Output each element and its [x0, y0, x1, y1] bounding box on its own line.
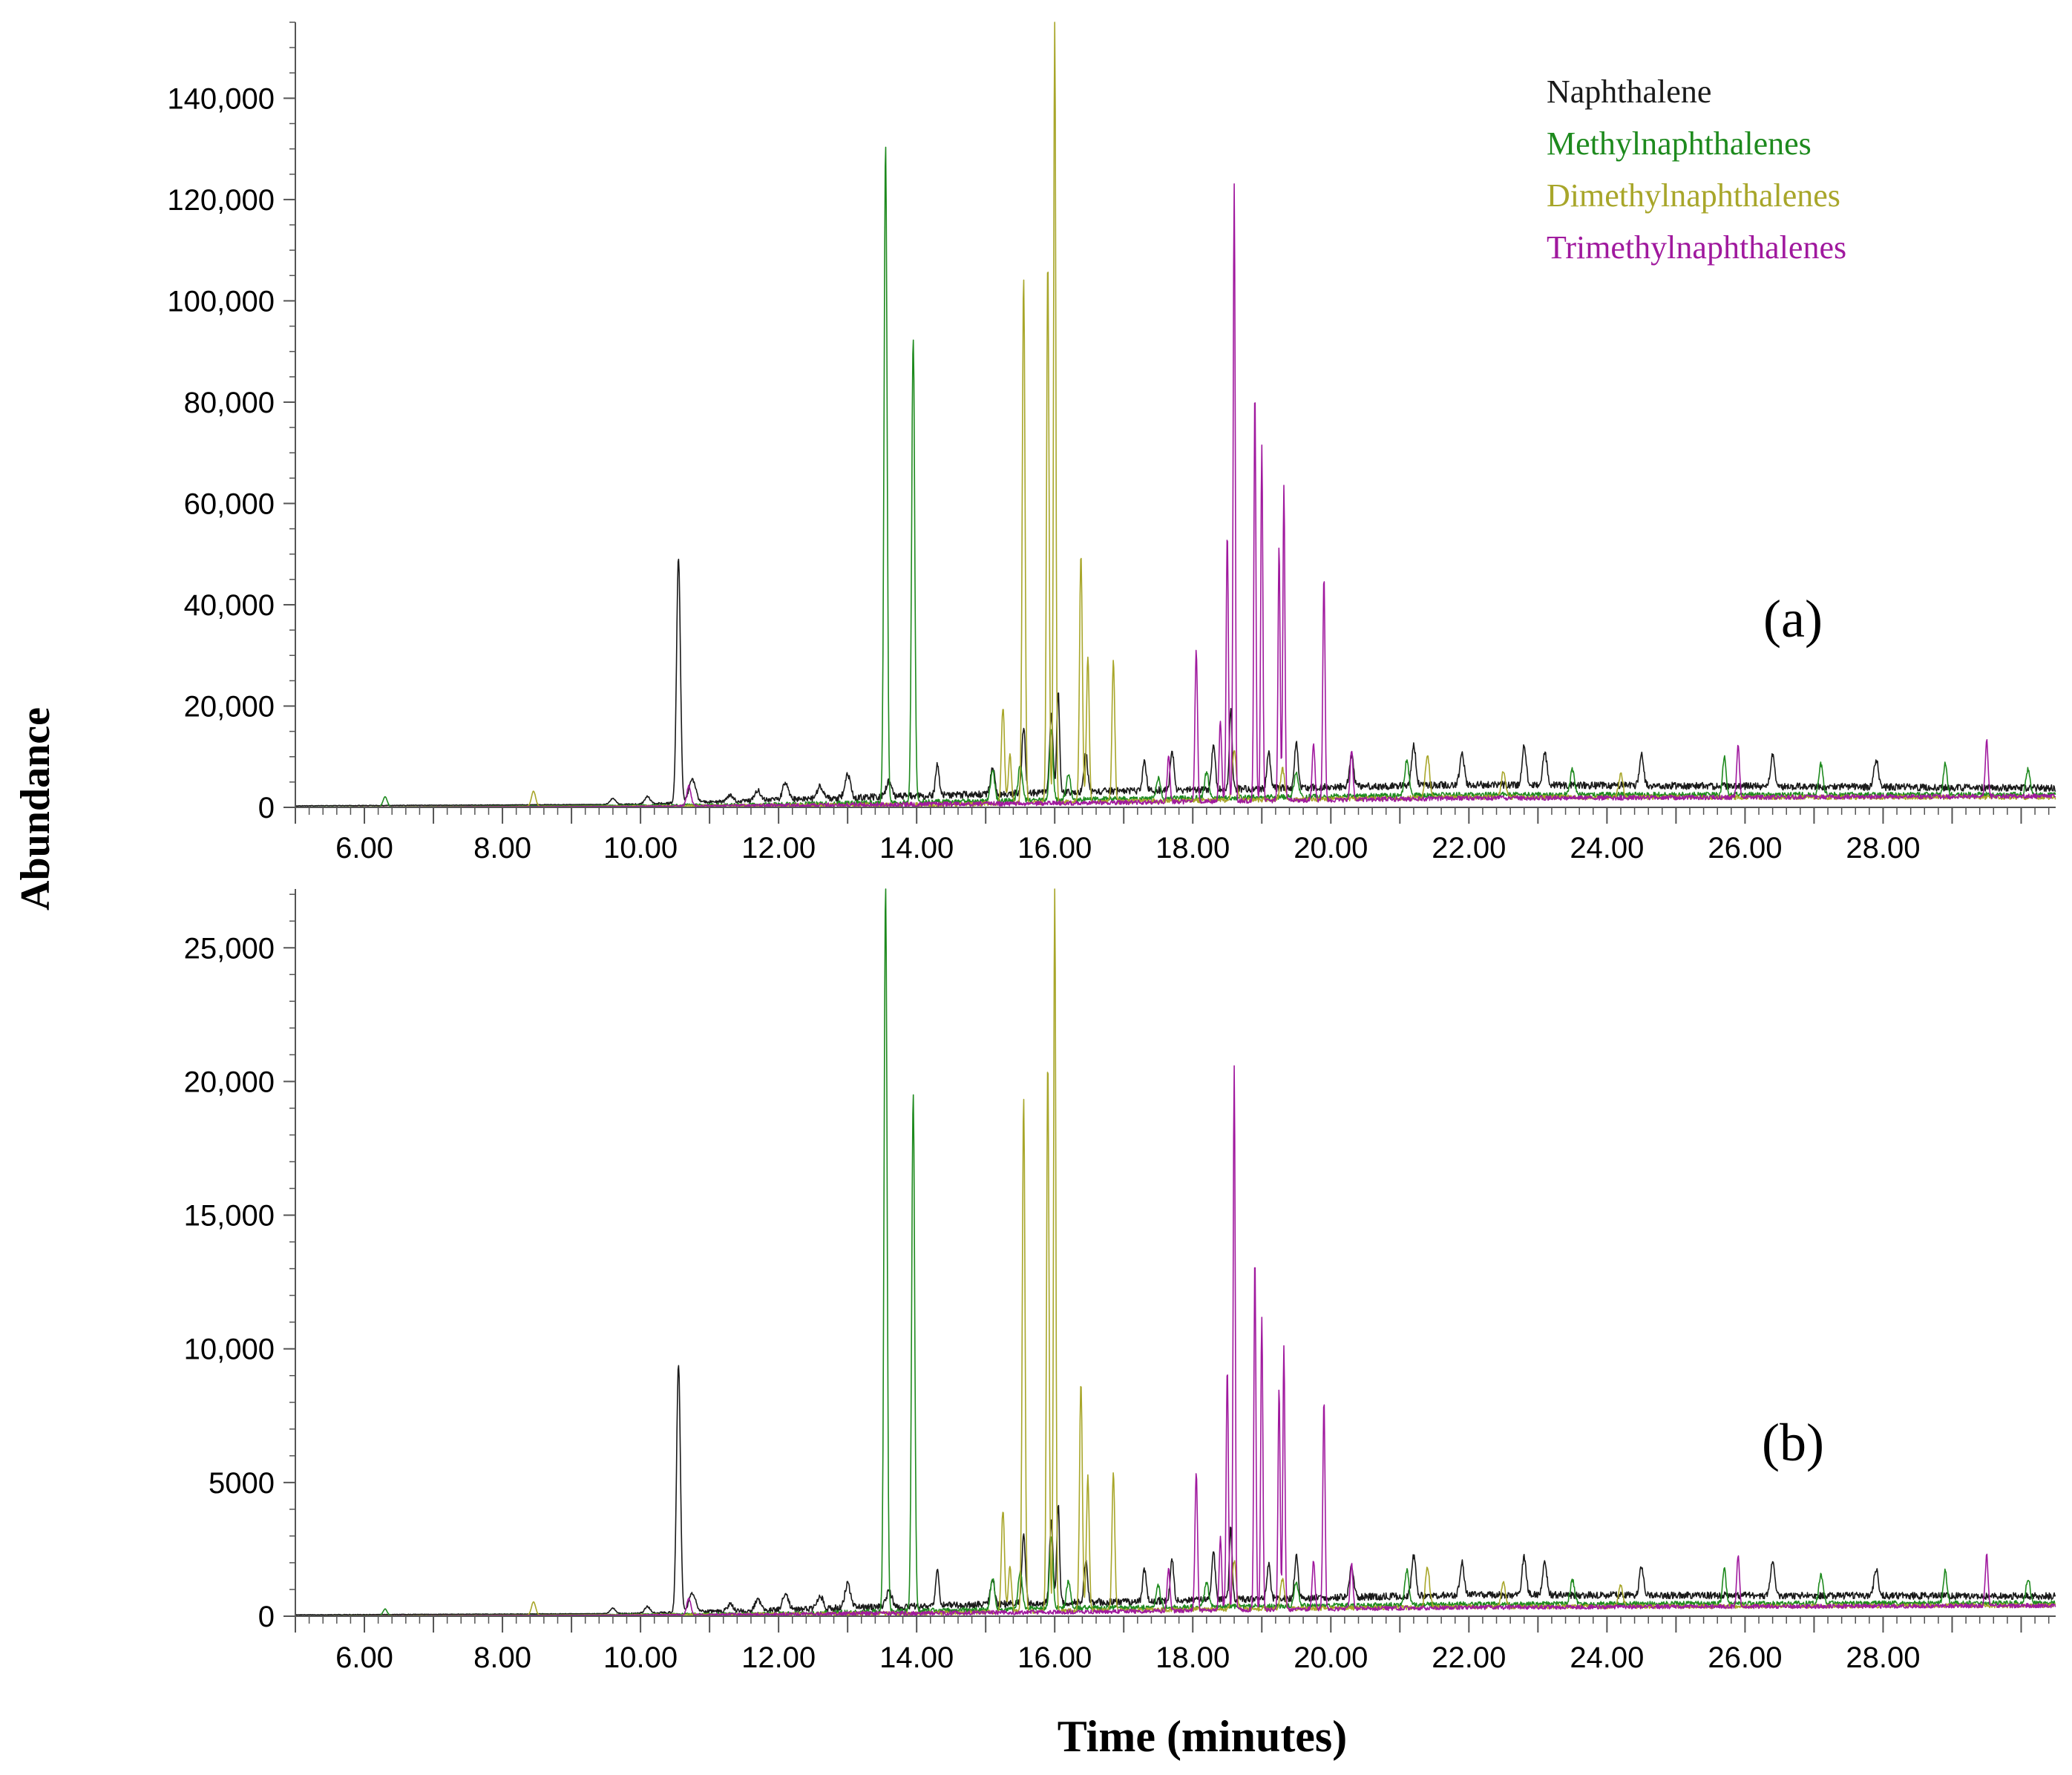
panel-b: 0 5000 10,000 15,000 20,000 25,000 6.00 8.00 10.…	[184, 888, 2056, 1674]
y-tick-label: 60,000	[184, 488, 275, 520]
legend-entry-naphthalene: Naphthalene	[1547, 73, 1711, 110]
x-tick-label: 26.00	[1708, 832, 1782, 864]
y-tick-label: 20,000	[184, 690, 275, 723]
y-tick-label: 25,000	[184, 932, 275, 965]
x-tick-label: 22.00	[1432, 1641, 1506, 1674]
x-tick-label: 6.00	[335, 832, 393, 864]
x-tick-label: 8.00	[473, 1641, 531, 1674]
x-tick-label: 24.00	[1570, 832, 1644, 864]
panel-a: 0 20,000 40,000 60,000 80,000 100,000 120,000 1…	[167, 22, 2056, 864]
x-tick-label: 18.00	[1155, 1641, 1230, 1674]
x-tick-label: 16.00	[1017, 1641, 1092, 1674]
y-tick-label: 0	[258, 1601, 275, 1633]
x-tick-label: 22.00	[1432, 832, 1506, 864]
y-tick-label: 5000	[209, 1467, 275, 1500]
series-line-trimethylnaphthalenes-b	[295, 1065, 2056, 1617]
y-tick-label: 140,000	[167, 82, 275, 115]
x-tick-label: 14.00	[879, 832, 954, 864]
y-axis-label: Abundance	[13, 707, 59, 911]
x-tick-label: 16.00	[1017, 832, 1092, 864]
y-tick-label: 0	[258, 792, 275, 824]
y-tick-label: 15,000	[184, 1200, 275, 1233]
x-tick-label: 10.00	[603, 1641, 678, 1674]
series-line-naphthalene-b	[295, 1365, 2056, 1616]
x-tick-label: 12.00	[741, 1641, 816, 1674]
x-tick-label: 12.00	[741, 832, 816, 864]
y-tick-label: 40,000	[184, 589, 275, 622]
y-tick-label: 100,000	[167, 285, 275, 318]
x-tick-label: 20.00	[1294, 832, 1368, 864]
x-tick-label: 26.00	[1708, 1641, 1782, 1674]
y-tick-label: 80,000	[184, 387, 275, 419]
x-tick-label: 10.00	[603, 832, 678, 864]
legend-entry-trimethylnaphthalenes: Trimethylnaphthalenes	[1547, 229, 1846, 266]
x-tick-label: 28.00	[1846, 832, 1920, 864]
x-tick-label: 24.00	[1570, 1641, 1644, 1674]
x-tick-label: 6.00	[335, 1641, 393, 1674]
series-line-trimethylnaphthalenes-a	[295, 183, 2056, 808]
x-tick-label: 20.00	[1294, 1641, 1368, 1674]
series-line-naphthalene-a	[295, 558, 2056, 807]
x-tick-label: 8.00	[473, 832, 531, 864]
series-group-a	[295, 22, 2056, 808]
y-tick-label: 10,000	[184, 1333, 275, 1366]
x-tick-label: 14.00	[879, 1641, 954, 1674]
series-group-b	[295, 888, 2056, 1617]
panel-label-b: (b)	[1762, 1413, 1824, 1472]
legend-entry-methylnaphthalenes: Methylnaphthalenes	[1547, 125, 1812, 162]
legend-entry-dimethylnaphthalenes: Dimethylnaphthalenes	[1547, 177, 1840, 214]
y-tick-label: 120,000	[167, 184, 275, 217]
panel-label-a: (a)	[1763, 589, 1823, 649]
x-axis-label: Time (minutes)	[1058, 1712, 1348, 1761]
x-tick-label: 28.00	[1846, 1641, 1920, 1674]
legend: Naphthalene Methylnaphthalenes Dimethylnap…	[1547, 73, 1846, 266]
x-tick-label: 18.00	[1155, 832, 1230, 864]
y-tick-label: 20,000	[184, 1066, 275, 1098]
